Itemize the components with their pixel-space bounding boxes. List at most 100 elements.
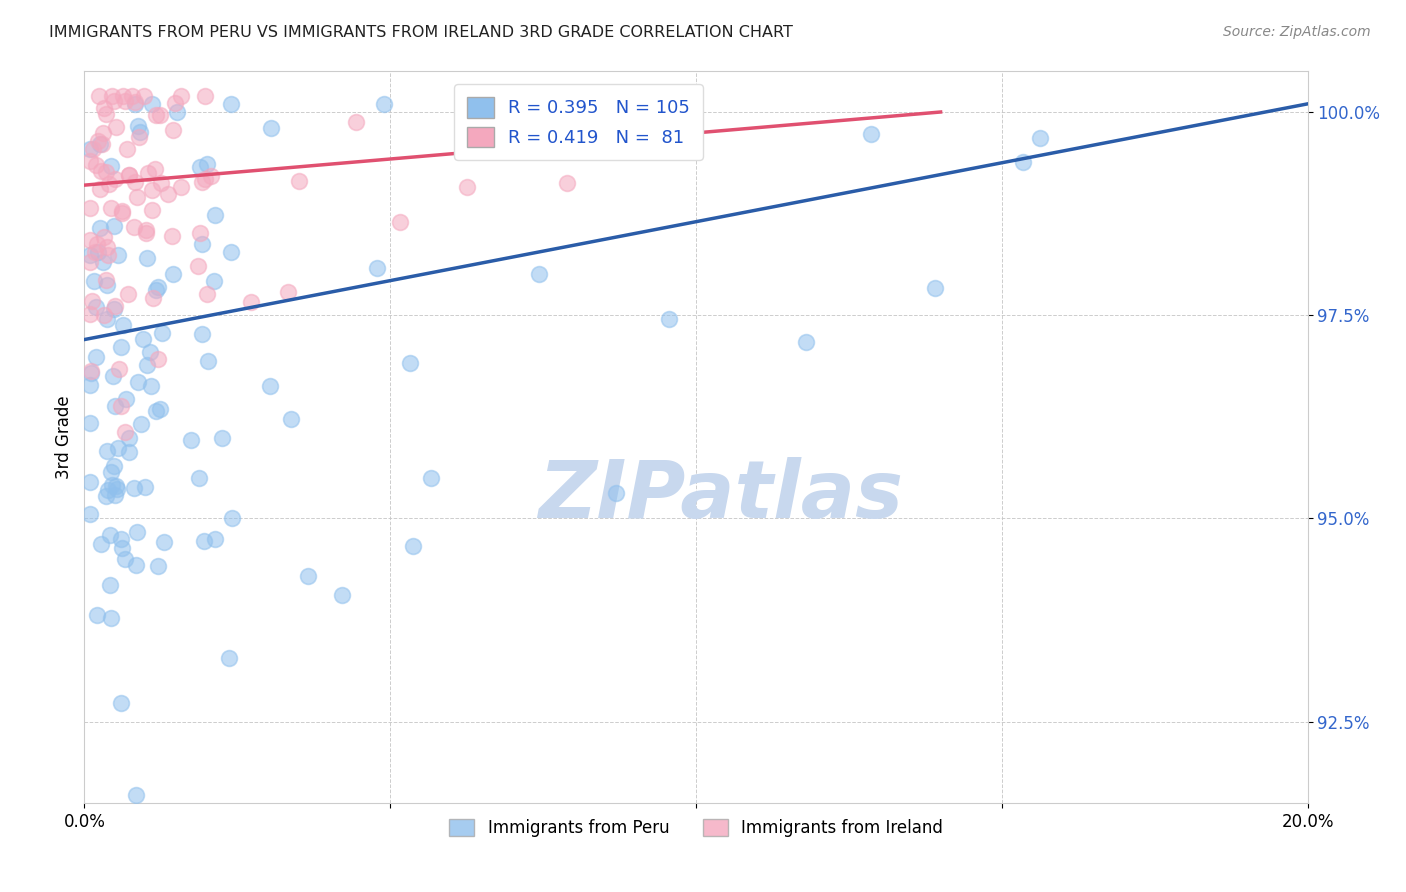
Point bbox=[132, 88, 155, 103]
Point bbox=[129, 417, 152, 432]
Point bbox=[150, 326, 173, 341]
Point bbox=[194, 88, 217, 103]
Point bbox=[94, 489, 117, 503]
Point bbox=[118, 431, 141, 445]
Point bbox=[124, 219, 146, 234]
Point bbox=[125, 788, 148, 802]
Point bbox=[83, 274, 105, 288]
Point bbox=[114, 425, 136, 439]
Point bbox=[84, 244, 107, 259]
Point bbox=[191, 326, 214, 341]
Point bbox=[142, 291, 165, 305]
Point bbox=[555, 177, 578, 191]
Point bbox=[86, 607, 108, 622]
Point bbox=[138, 166, 160, 180]
Point bbox=[87, 135, 110, 149]
Point bbox=[190, 237, 212, 252]
Point bbox=[124, 175, 146, 189]
Point bbox=[115, 392, 138, 406]
Point bbox=[79, 378, 101, 392]
Point bbox=[111, 541, 134, 555]
Point bbox=[112, 318, 135, 333]
Point bbox=[148, 559, 170, 574]
Point bbox=[110, 400, 132, 414]
Point bbox=[136, 251, 159, 265]
Point bbox=[82, 142, 104, 156]
Point bbox=[91, 255, 114, 269]
Point bbox=[658, 312, 681, 326]
Point bbox=[135, 226, 157, 240]
Point bbox=[94, 107, 117, 121]
Point bbox=[195, 287, 218, 301]
Point bbox=[90, 136, 112, 151]
Point bbox=[388, 215, 411, 229]
Point bbox=[145, 108, 167, 122]
Point bbox=[125, 190, 148, 204]
Point bbox=[91, 126, 114, 140]
Point bbox=[80, 367, 103, 381]
Point bbox=[127, 375, 149, 389]
Point bbox=[221, 511, 243, 525]
Point bbox=[135, 358, 157, 372]
Point bbox=[188, 226, 211, 240]
Point bbox=[89, 136, 111, 151]
Point bbox=[107, 442, 129, 456]
Point bbox=[170, 180, 193, 194]
Point bbox=[118, 169, 141, 183]
Point bbox=[277, 285, 299, 299]
Point bbox=[97, 483, 120, 497]
Point bbox=[239, 294, 262, 309]
Point bbox=[97, 248, 120, 262]
Point bbox=[402, 539, 425, 553]
Point bbox=[100, 466, 122, 480]
Point bbox=[165, 96, 187, 111]
Point bbox=[84, 300, 107, 314]
Point bbox=[80, 364, 103, 378]
Point bbox=[260, 120, 283, 135]
Point bbox=[96, 312, 118, 326]
Point bbox=[288, 174, 311, 188]
Point bbox=[200, 169, 222, 183]
Point bbox=[79, 247, 101, 261]
Legend: Immigrants from Peru, Immigrants from Ireland: Immigrants from Peru, Immigrants from Ir… bbox=[441, 811, 950, 846]
Point bbox=[145, 283, 167, 297]
Point bbox=[111, 88, 134, 103]
Point bbox=[141, 96, 163, 111]
Point bbox=[204, 208, 226, 222]
Point bbox=[93, 308, 115, 322]
Point bbox=[101, 369, 124, 384]
Point bbox=[219, 245, 242, 260]
Point bbox=[194, 171, 217, 186]
Point bbox=[131, 332, 153, 346]
Point bbox=[105, 478, 128, 492]
Text: Source: ZipAtlas.com: Source: ZipAtlas.com bbox=[1223, 25, 1371, 39]
Point bbox=[114, 552, 136, 566]
Point bbox=[157, 187, 180, 202]
Point bbox=[124, 96, 146, 111]
Point bbox=[122, 481, 145, 495]
Point bbox=[117, 444, 139, 458]
Point bbox=[170, 88, 193, 103]
Point bbox=[259, 379, 281, 393]
Point bbox=[118, 169, 141, 183]
Point bbox=[104, 488, 127, 502]
Point bbox=[104, 120, 127, 134]
Y-axis label: 3rd Grade: 3rd Grade bbox=[55, 395, 73, 479]
Point bbox=[111, 205, 134, 219]
Point bbox=[86, 236, 108, 251]
Point bbox=[125, 558, 148, 572]
Point bbox=[104, 172, 127, 186]
Point bbox=[103, 301, 125, 316]
Point bbox=[96, 165, 118, 179]
Point bbox=[103, 94, 125, 108]
Point bbox=[100, 478, 122, 492]
Point bbox=[100, 201, 122, 215]
Point bbox=[166, 104, 188, 119]
Point bbox=[145, 403, 167, 417]
Point bbox=[124, 95, 146, 109]
Point bbox=[86, 158, 108, 172]
Point bbox=[121, 88, 143, 103]
Point bbox=[108, 362, 131, 376]
Point bbox=[148, 280, 170, 294]
Point bbox=[128, 129, 150, 144]
